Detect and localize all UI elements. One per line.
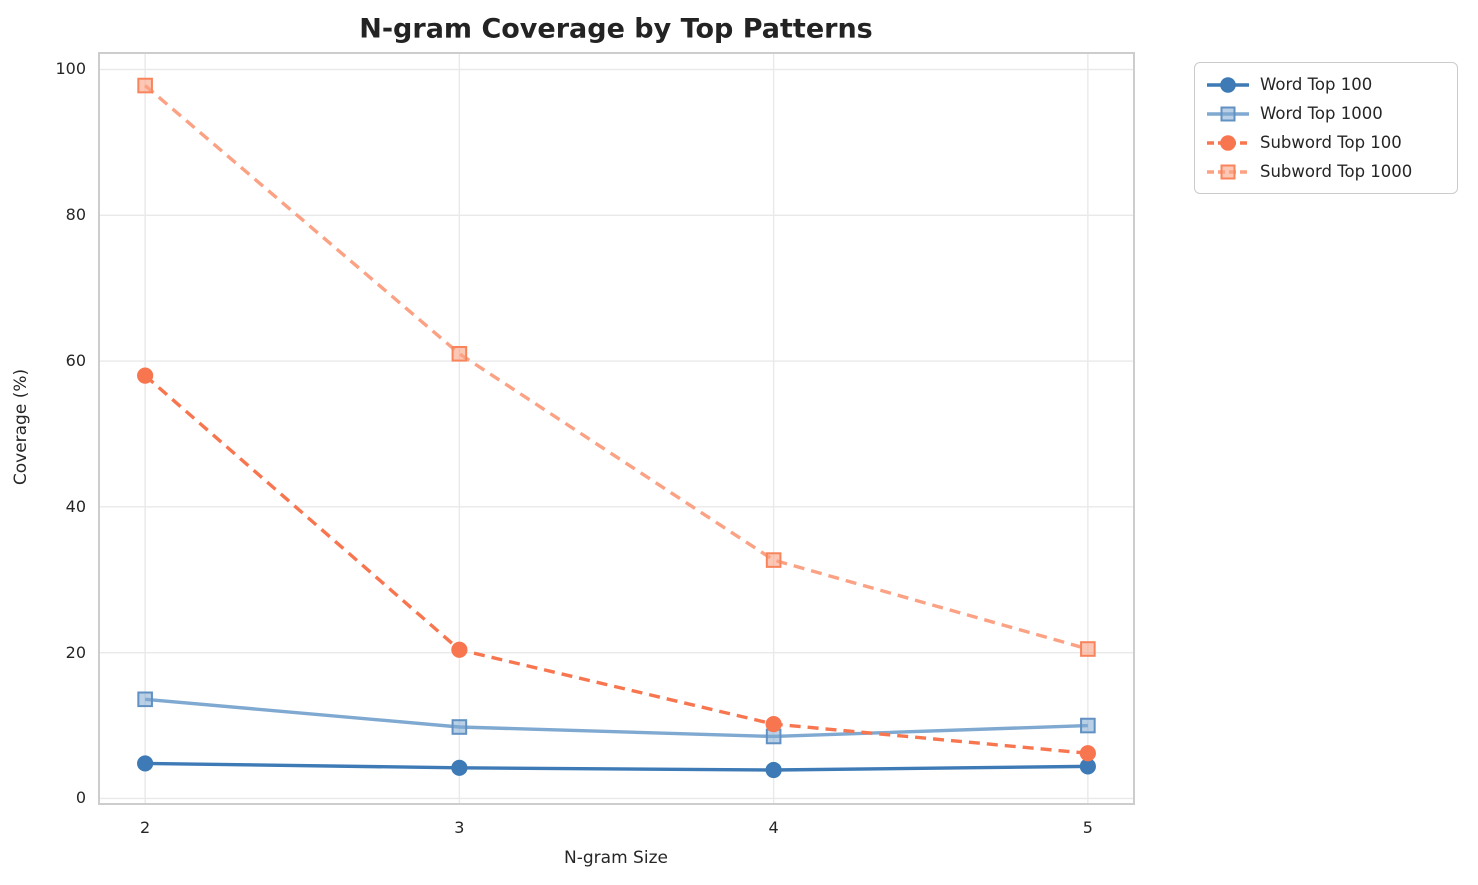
series-line	[144, 84, 1089, 651]
data-point-square	[1080, 717, 1096, 734]
legend-marker-square	[1220, 164, 1236, 179]
axes-spine	[98, 52, 1135, 805]
legend-swatch	[1207, 106, 1249, 121]
series-line	[145, 761, 1088, 772]
data-point-square	[137, 691, 153, 708]
y-axis-label: Coverage (%)	[11, 368, 31, 486]
legend-item-label: Word Top 100	[1260, 75, 1373, 94]
data-point-square	[451, 719, 468, 735]
legend-marker-circle	[1220, 76, 1236, 93]
legend-marker-circle	[1220, 134, 1236, 151]
series-line	[144, 374, 1089, 755]
series-line	[144, 697, 1088, 739]
legend-item-label: Subword Top 100	[1260, 133, 1402, 152]
y-tick-label: 0	[75, 788, 86, 808]
legend-item-label: Subword Top 1000	[1260, 162, 1413, 181]
data-point-circle	[1079, 745, 1096, 762]
data-point-square	[1080, 641, 1096, 657]
chart-title: N-gram Coverage by Top Patterns	[359, 13, 873, 45]
data-point-square	[451, 345, 468, 362]
data-point-circle	[137, 755, 154, 772]
data-point-square	[137, 77, 153, 94]
x-tick-label: 4	[768, 818, 779, 837]
y-tick-label: 80	[65, 205, 86, 225]
legend-marker-square	[1220, 106, 1236, 121]
legend-list: Word Top 100 Word Top 1000 Subword Top 100…	[1205, 70, 1447, 186]
data-point-circle	[137, 367, 154, 384]
y-tick-label: 40	[65, 496, 86, 516]
data-point-circle	[765, 761, 782, 779]
data-point-circle	[451, 641, 468, 658]
x-tick-label: 3	[454, 818, 465, 837]
data-point-circle	[451, 759, 468, 776]
legend-item: Word Top 100	[1205, 70, 1447, 99]
data-point-circle	[765, 715, 782, 733]
x-tick-label: 5	[1082, 818, 1093, 837]
legend-swatch	[1207, 134, 1249, 151]
x-axis-label: N-gram Size	[564, 848, 668, 868]
legend: Word Top 100 Word Top 1000 Subword Top 100…	[1194, 62, 1458, 194]
plot-canvas	[98, 52, 1135, 805]
legend-item-label: Word Top 1000	[1260, 104, 1383, 123]
plot-area	[98, 52, 1135, 805]
legend-swatch	[1207, 164, 1249, 179]
legend-item: Subword Top 100	[1205, 128, 1447, 157]
legend-item: Subword Top 1000	[1205, 157, 1447, 186]
data-point-square	[765, 552, 782, 568]
x-tick-label: 2	[140, 818, 151, 837]
y-tick-label: 20	[65, 642, 86, 662]
legend-item: Word Top 1000	[1205, 99, 1447, 128]
y-tick-label: 100	[55, 59, 86, 79]
y-tick-label: 60	[65, 351, 86, 371]
legend-swatch	[1207, 76, 1249, 93]
